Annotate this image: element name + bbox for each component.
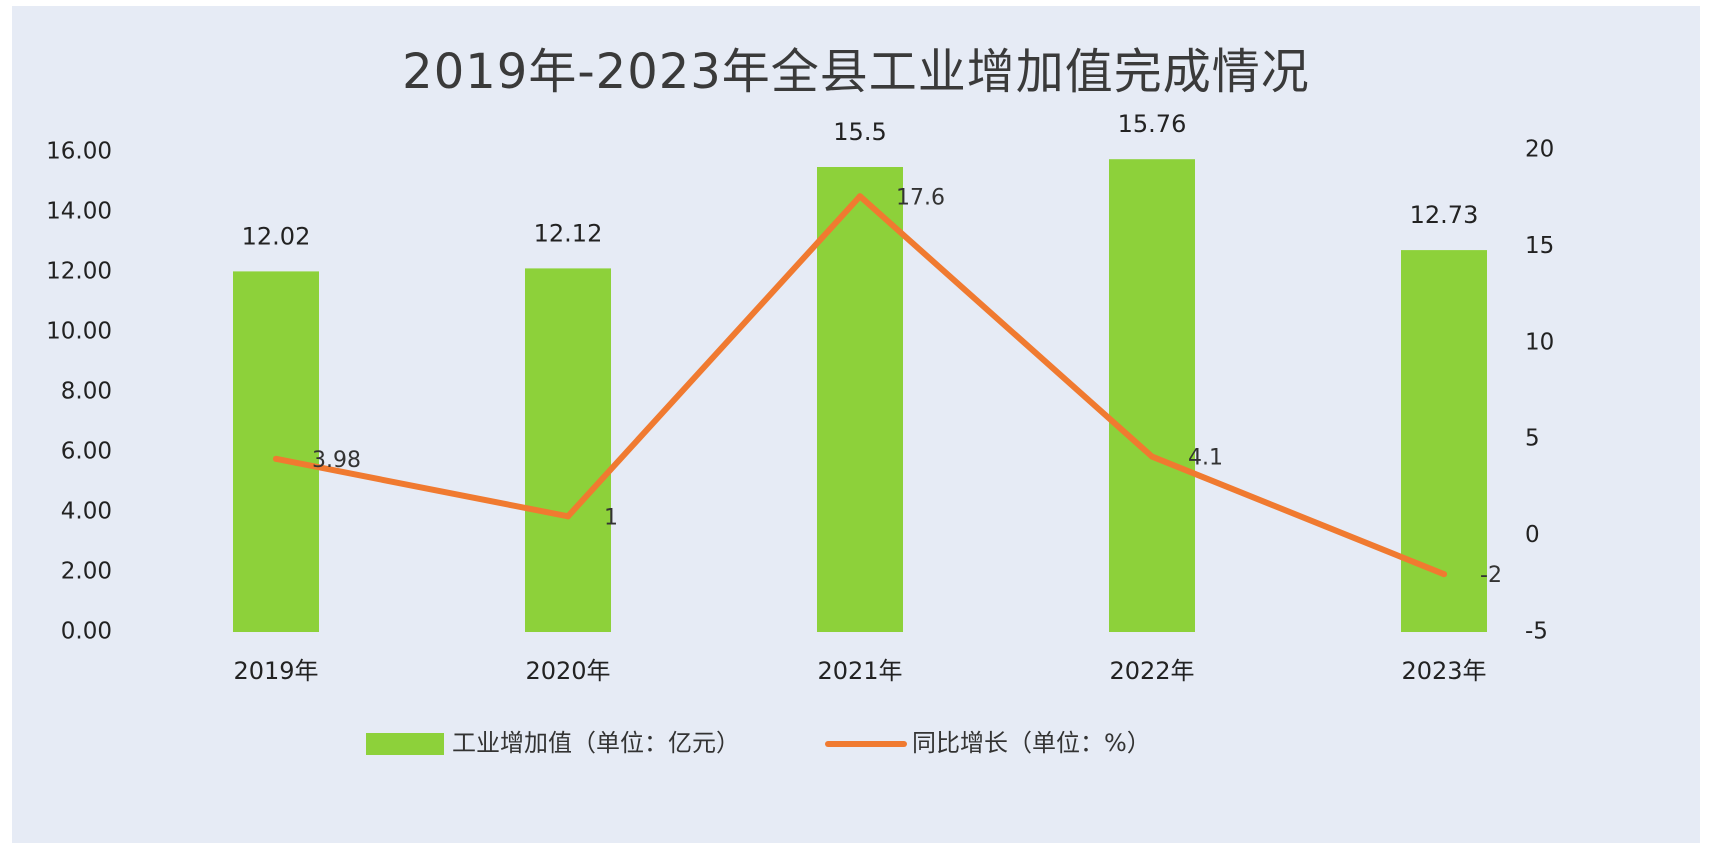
line-data-label: 3.98 [312, 448, 361, 473]
y-left-tick-label: 16.00 [46, 139, 112, 165]
y-left-tick-label: 0.00 [61, 619, 112, 645]
bar-data-label: 15.5 [833, 118, 886, 146]
x-tick-label: 2022年 [1109, 657, 1194, 685]
bar [233, 271, 319, 632]
y-left-tick-label: 8.00 [61, 379, 112, 405]
line-point [1149, 453, 1155, 460]
chart-title: 2019年-2023年全县工业增加值完成情况 [402, 44, 1310, 100]
bar-data-label: 12.73 [1410, 201, 1479, 229]
y-right-tick-label: 15 [1525, 233, 1554, 259]
y-right-tick-label: 0 [1525, 522, 1540, 548]
bar [1401, 250, 1487, 632]
y-left-tick-label: 12.00 [46, 259, 112, 285]
legend-label-line: 同比增长（单位：%） [912, 729, 1151, 757]
y-left-tick-label: 14.00 [46, 199, 112, 225]
line-data-label: -2 [1480, 563, 1502, 588]
y-right-tick-label: 20 [1525, 137, 1554, 163]
line-point [273, 455, 279, 462]
x-tick-label: 2020年 [525, 657, 610, 685]
x-tick-label: 2019年 [233, 657, 318, 685]
x-tick-label: 2023年 [1401, 657, 1486, 685]
legend-label-bar: 工业增加值（单位：亿元） [452, 729, 740, 757]
bar [817, 167, 903, 632]
line-data-label: 4.1 [1188, 446, 1223, 471]
y-right-tick-label: -5 [1525, 619, 1548, 645]
y-right-tick-label: 5 [1525, 426, 1540, 452]
y-left-tick-label: 6.00 [61, 439, 112, 465]
line-data-label: 1 [604, 505, 618, 530]
y-right-tick-label: 10 [1525, 329, 1554, 355]
y-left-tick-label: 2.00 [61, 559, 112, 585]
line-data-label: 17.6 [896, 185, 945, 210]
bar-data-label: 15.76 [1118, 110, 1187, 138]
y-left-tick-label: 10.00 [46, 319, 112, 345]
bar [1109, 159, 1195, 632]
line-point [857, 193, 863, 200]
bar [525, 268, 611, 632]
legend-swatch-bar [366, 733, 444, 755]
y-left-tick-label: 4.00 [61, 499, 112, 525]
line-point [1441, 571, 1447, 578]
x-tick-label: 2021年 [817, 657, 902, 685]
bar-data-label: 12.02 [242, 222, 311, 250]
bar-data-label: 12.12 [534, 219, 603, 247]
line-point [565, 513, 571, 520]
